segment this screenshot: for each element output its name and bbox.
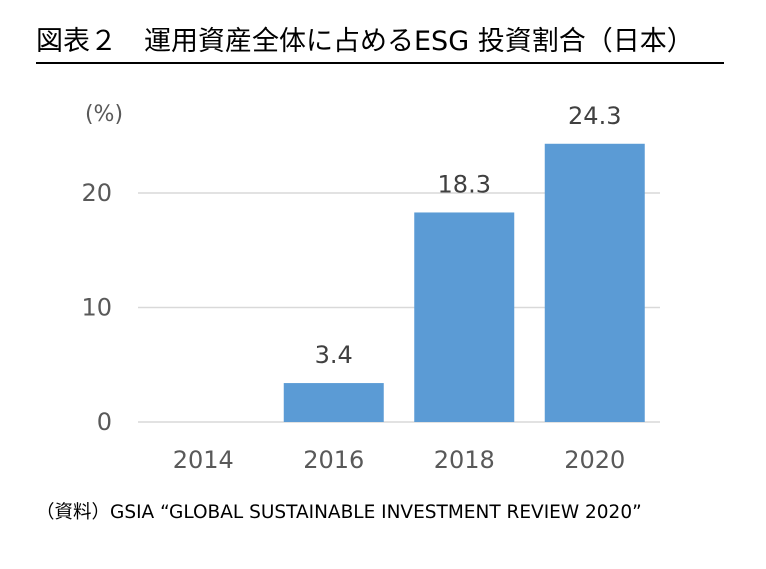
source-note: （資料）GSIA “GLOBAL SUSTAINABLE INVESTMENT …: [36, 502, 642, 523]
chart-title: 図表２ 運用資産全体に占めるESG 投資割合（日本）: [36, 24, 724, 64]
bar: [544, 143, 645, 422]
data-label: 24.3: [568, 102, 621, 130]
data-label: 3.4: [315, 341, 353, 369]
y-unit-label: (%): [85, 102, 123, 127]
data-label: 18.3: [438, 170, 491, 198]
bar: [283, 383, 384, 422]
x-tick-label: 2018: [434, 446, 495, 474]
x-tick-label: 2014: [173, 446, 234, 474]
x-tick-label: 2016: [303, 446, 364, 474]
y-tick-label: 20: [81, 179, 112, 207]
y-tick-label: 10: [81, 294, 112, 322]
x-tick-label: 2020: [564, 446, 625, 474]
bar: [414, 212, 515, 422]
y-tick-label: 0: [97, 408, 112, 436]
